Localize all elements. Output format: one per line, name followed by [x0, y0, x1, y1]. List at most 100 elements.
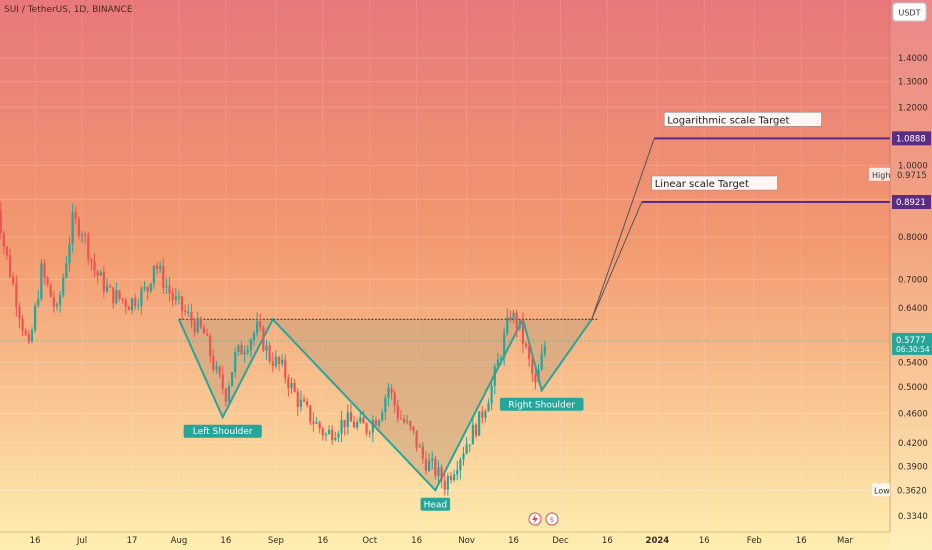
price-tick-label: 0.3340 — [898, 512, 928, 522]
candle-body — [149, 283, 152, 292]
candle-body — [352, 421, 356, 428]
candle-body — [284, 359, 287, 378]
price-tick-label: 0.4200 — [898, 439, 928, 449]
candle-body — [443, 480, 446, 490]
time-tick-label: 2024 — [646, 536, 670, 546]
target-badge — [892, 195, 931, 210]
candle-body — [474, 424, 478, 436]
candle-body — [468, 444, 471, 446]
candle-body — [406, 421, 409, 423]
candle-body — [509, 316, 512, 320]
candle-body — [440, 467, 443, 481]
price-tick-label: 0.5000 — [898, 383, 928, 393]
candle-body — [80, 234, 84, 236]
candle-body — [415, 430, 418, 448]
candle-body — [543, 345, 546, 354]
candle-body — [190, 311, 193, 322]
candle-body — [8, 255, 12, 277]
currency-button[interactable]: USDT — [892, 2, 927, 22]
candle-body — [349, 412, 353, 422]
candle-body — [230, 372, 234, 387]
time-tick-label: Feb — [747, 536, 762, 546]
time-tick-label: Mar — [837, 536, 854, 546]
candle-body — [140, 289, 143, 306]
candles — [0, 201, 890, 496]
candle-body — [453, 474, 456, 481]
target-badge-value: 1.0888 — [896, 134, 926, 144]
candle-body — [74, 212, 77, 220]
candle-body — [109, 285, 112, 288]
countdown-value: 06:30:54 — [896, 345, 930, 354]
candle-body — [431, 458, 434, 461]
candle-body — [524, 343, 528, 346]
candle-body — [296, 391, 299, 408]
candle-body — [224, 388, 227, 402]
high-tag-bg — [869, 167, 890, 181]
time-tick-label: 16 — [317, 536, 328, 546]
candle-body — [137, 305, 140, 307]
candle-body — [37, 298, 40, 306]
candle-body — [265, 345, 268, 351]
candle-body — [218, 366, 221, 375]
candle-body — [184, 310, 187, 313]
current-price-value: 0.5777 — [896, 336, 926, 346]
low-tag-label: Low — [874, 486, 890, 495]
time-axis: 16 Jul 17 Aug 16 Sep 16 Oct 16 Nov 16 Dec 16 2024 16 Fe… — [0, 531, 890, 546]
right-shoulder-label: Right Shoulder — [508, 400, 575, 410]
candle-body — [462, 453, 465, 460]
candle-body — [202, 327, 206, 334]
candle-body — [134, 298, 137, 306]
candle-body — [371, 420, 374, 433]
candle-body — [177, 296, 181, 298]
target-projection — [591, 201, 643, 320]
candle-body — [365, 423, 368, 433]
candle-body — [5, 246, 9, 256]
candle-body — [105, 285, 109, 292]
dividend-icon[interactable] — [545, 512, 559, 526]
candle-body — [496, 359, 499, 367]
price-tick-label: 0.3900 — [898, 462, 928, 472]
candle-body — [343, 419, 346, 428]
candle-body — [155, 265, 159, 270]
price-tick-label: 1.3000 — [898, 78, 928, 88]
candle-body — [40, 263, 43, 299]
candle-body — [146, 287, 149, 292]
candle-body — [171, 293, 174, 300]
candle-body — [521, 320, 525, 344]
candle-body — [428, 460, 431, 471]
candle-body — [377, 420, 381, 426]
candle-body — [187, 311, 190, 313]
candle-body — [118, 290, 121, 299]
candle-body — [402, 418, 406, 423]
price-tick-label: 0.7000 — [898, 276, 928, 286]
candle-body — [234, 351, 237, 373]
time-tick-label: 16 — [411, 536, 422, 546]
right-shoulder-label-bg — [499, 397, 584, 411]
candle-body — [199, 317, 202, 328]
candle-body — [152, 265, 156, 284]
candle-body — [287, 377, 290, 389]
target-projections: Logarithmic scale Target Linear scale Tar… — [591, 112, 890, 320]
candle-body — [368, 432, 371, 434]
candle-body — [493, 366, 496, 386]
event-icons[interactable]: $ — [528, 512, 559, 526]
candle-body — [299, 399, 302, 408]
target-badge-value: 0.8921 — [896, 198, 926, 208]
dividend-glyph: $ — [550, 516, 554, 524]
candle-body — [531, 359, 534, 374]
candle-body — [324, 433, 328, 436]
candle-body — [18, 307, 21, 319]
candle-body — [12, 276, 15, 284]
candle-body — [24, 330, 27, 335]
candle-body — [165, 286, 168, 288]
target-label-bg — [651, 175, 778, 191]
candle-body — [112, 287, 115, 304]
candle-body — [449, 475, 453, 481]
candle-body — [381, 412, 384, 421]
candle-body — [62, 277, 65, 295]
candle-body — [374, 420, 378, 426]
currency-label: USDT — [899, 9, 921, 18]
candle-body — [87, 234, 90, 260]
time-tick-label: 17 — [127, 536, 138, 546]
